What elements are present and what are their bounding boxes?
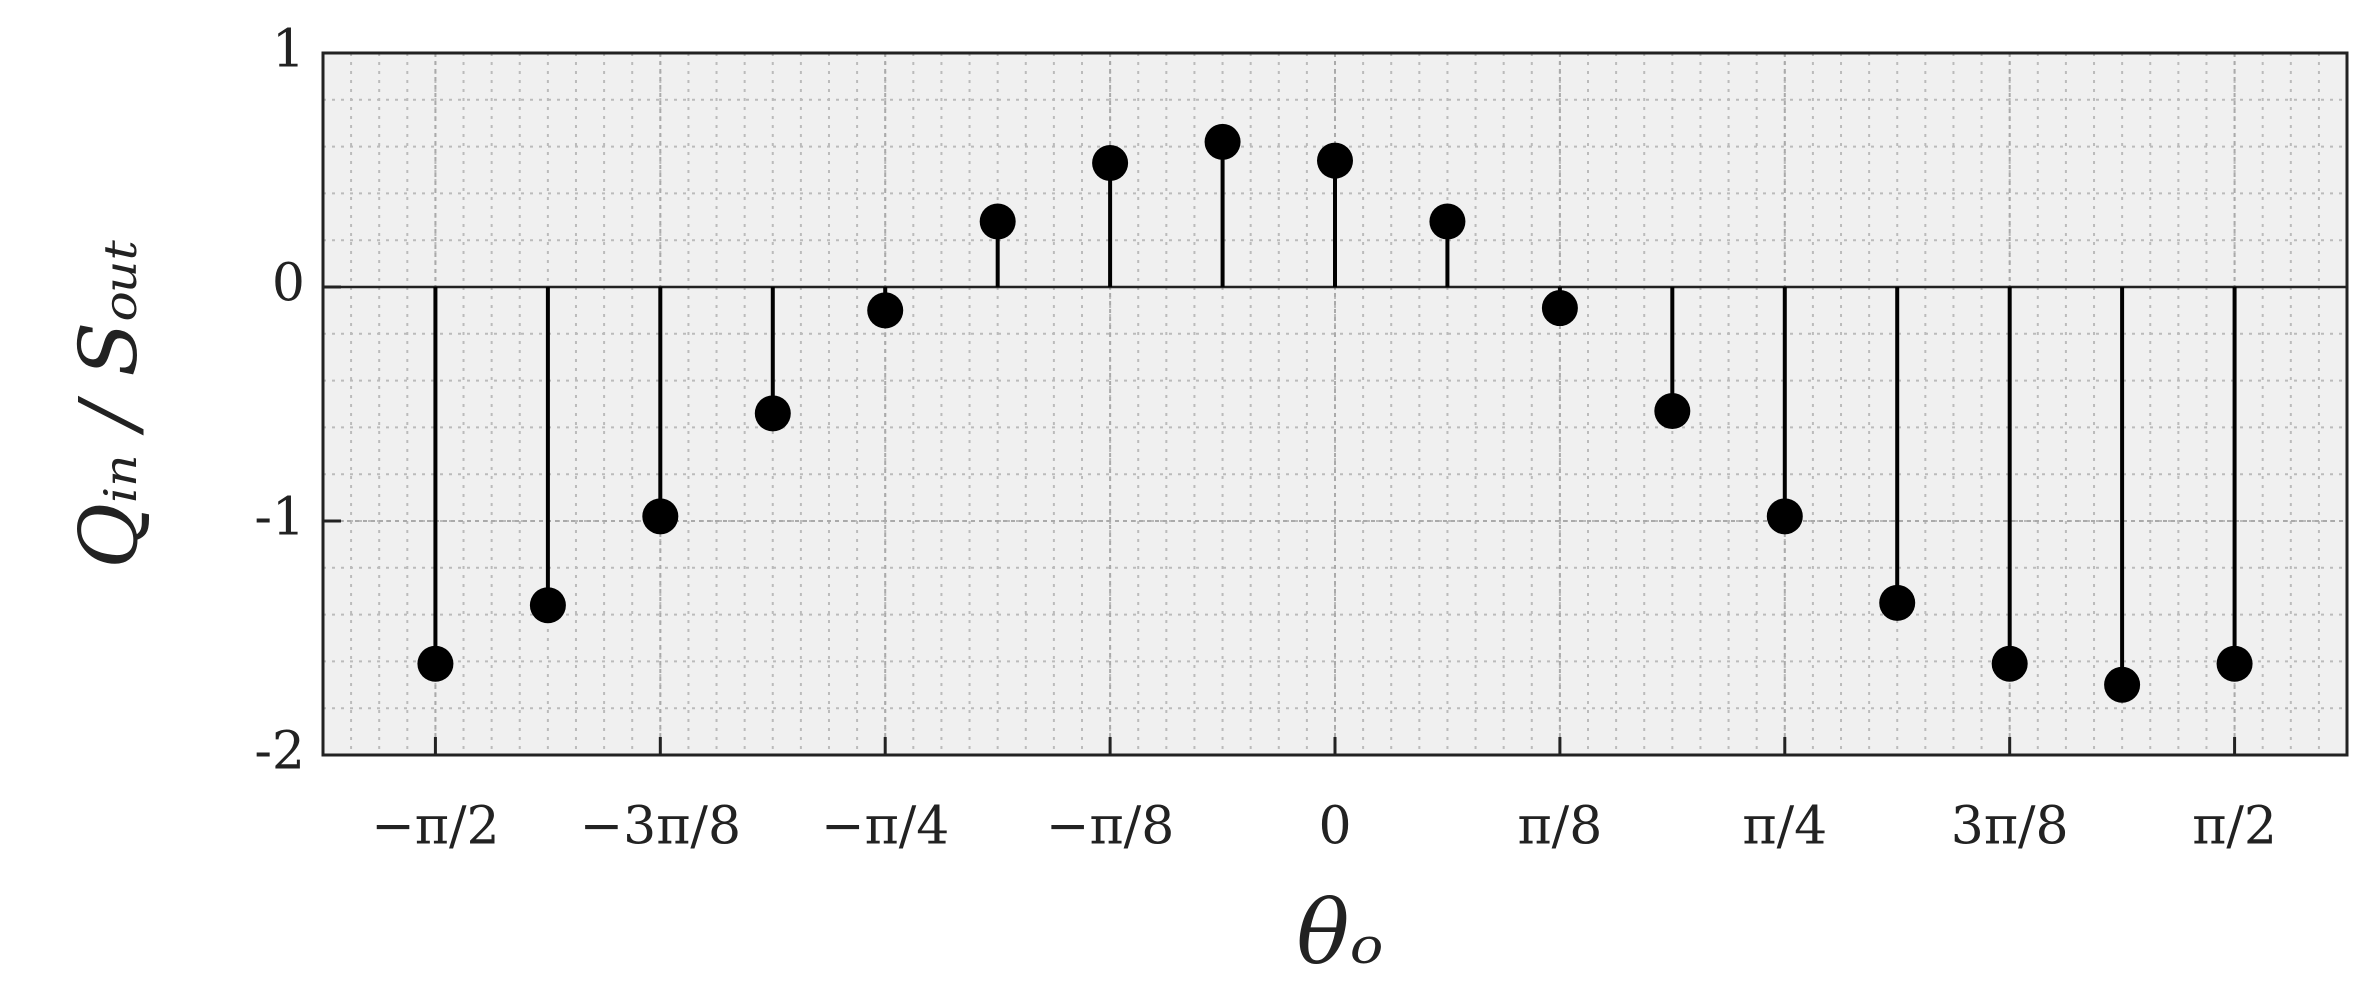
x-tick-label: π/8 xyxy=(1518,797,1603,857)
marker xyxy=(1766,498,1803,535)
x-tick-label: −π/2 xyxy=(371,797,499,857)
x-tick-label: 0 xyxy=(1318,797,1351,857)
marker xyxy=(1654,393,1691,430)
y-tick-label: 1 xyxy=(272,20,305,80)
marker xyxy=(642,498,679,535)
x-tick-label: π/2 xyxy=(2192,797,2277,857)
marker xyxy=(1991,645,2028,682)
marker xyxy=(529,587,566,624)
marker xyxy=(2104,666,2141,703)
marker xyxy=(417,645,454,682)
y-tick-label: -1 xyxy=(254,488,305,548)
y-tick-label: -2 xyxy=(254,722,305,782)
x-tick-label: −π/8 xyxy=(1046,797,1174,857)
x-tick-label: −π/4 xyxy=(821,797,949,857)
y-axis-label: Qᵢₙ / Sₒᵤₜ xyxy=(62,239,155,568)
marker xyxy=(1879,584,1916,621)
y-tick-label: 0 xyxy=(272,254,305,314)
x-tick-label: 3π/8 xyxy=(1951,797,2069,857)
marker xyxy=(1317,142,1353,179)
marker xyxy=(1429,203,1466,240)
marker xyxy=(1092,144,1129,181)
marker xyxy=(979,203,1016,240)
marker xyxy=(754,395,791,432)
marker xyxy=(867,292,904,329)
x-tick-label: π/4 xyxy=(1742,797,1827,857)
plot-frame xyxy=(321,51,2349,757)
marker xyxy=(2216,645,2253,682)
marker xyxy=(1541,290,1578,327)
marker xyxy=(1204,123,1241,160)
x-axis-label: θₒ xyxy=(1297,881,1384,984)
x-tick-label: −3π/8 xyxy=(580,797,741,857)
